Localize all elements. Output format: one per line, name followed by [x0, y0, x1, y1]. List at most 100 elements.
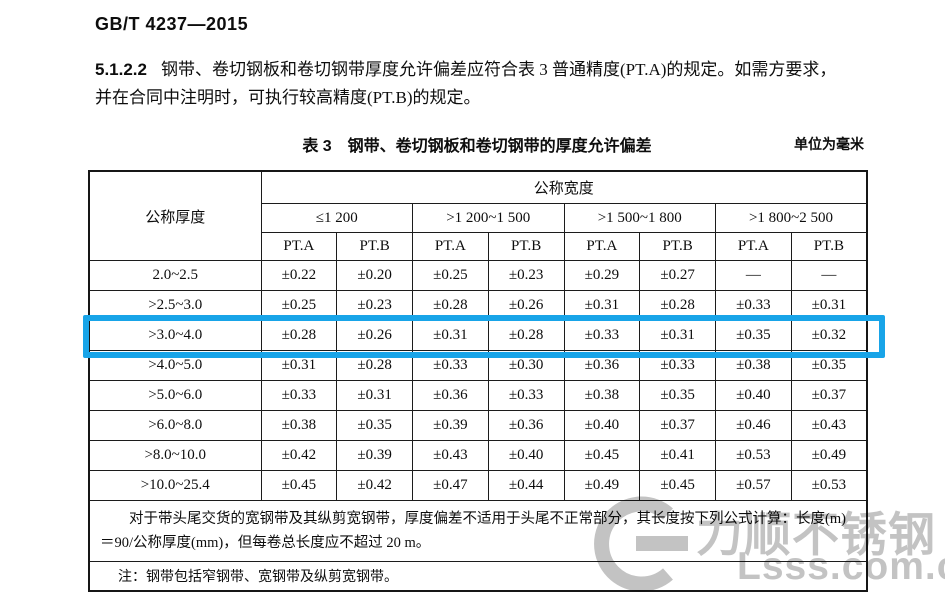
tolerance-cell: ±0.27 [639, 260, 716, 291]
table-row: >4.0~5.0 ±0.31 ±0.28 ±0.33 ±0.30 ±0.36 ±… [88, 350, 868, 381]
tolerance-cell: ±0.38 [715, 350, 792, 381]
tolerance-cell: ±0.43 [412, 440, 489, 471]
tolerance-cell: ±0.33 [487, 380, 565, 411]
tolerance-cell: ±0.53 [790, 470, 868, 501]
tolerance-cell: ±0.35 [336, 410, 413, 441]
tolerance-cell: ±0.36 [563, 350, 641, 381]
width-range-1: >1 200~1 500 [412, 203, 565, 233]
tolerance-cell: ±0.31 [563, 290, 641, 321]
thickness-cell: >4.0~5.0 [88, 350, 262, 381]
tolerance-cell: ±0.39 [412, 410, 489, 441]
pt-a-header: PT.A [563, 232, 641, 261]
tolerance-cell: ±0.33 [412, 350, 489, 381]
thickness-cell: >3.0~4.0 [88, 320, 262, 351]
table-unit-note: 单位为毫米 [794, 136, 864, 152]
tolerance-cell: ±0.36 [487, 410, 565, 441]
tolerance-cell: ±0.30 [487, 350, 565, 381]
thickness-cell: >10.0~25.4 [88, 470, 262, 501]
tolerance-cell: ±0.25 [260, 290, 338, 321]
tolerance-cell: ±0.35 [790, 350, 868, 381]
tolerance-cell: ±0.57 [715, 470, 792, 501]
table-row: >6.0~8.0 ±0.38 ±0.35 ±0.39 ±0.36 ±0.40 ±… [88, 410, 868, 441]
tolerance-cell: ±0.22 [260, 260, 338, 291]
tolerance-cell: ±0.23 [336, 290, 413, 321]
tolerance-cell: ±0.35 [715, 320, 792, 351]
tolerance-cell: ±0.45 [563, 440, 641, 471]
tolerance-cell: ±0.37 [639, 410, 716, 441]
pt-a-header: PT.A [260, 232, 338, 261]
table-row: >8.0~10.0 ±0.42 ±0.39 ±0.43 ±0.40 ±0.45 … [88, 440, 868, 471]
table-row: >5.0~6.0 ±0.33 ±0.31 ±0.36 ±0.33 ±0.38 ±… [88, 380, 868, 411]
tolerance-cell: ±0.38 [563, 380, 641, 411]
thickness-cell: 2.0~2.5 [88, 260, 262, 291]
tolerance-cell: ±0.31 [639, 320, 716, 351]
tolerance-table: 公称厚度 公称宽度 ≤1 200 >1 200~1 500 >1 500~1 8… [88, 170, 869, 592]
tolerance-cell: ±0.20 [336, 260, 413, 291]
tolerance-cell: — [790, 260, 868, 291]
tolerance-cell: ±0.40 [563, 410, 641, 441]
tolerance-cell: ±0.29 [563, 260, 641, 291]
tolerance-cell: ±0.32 [790, 320, 868, 351]
tolerance-cell: ±0.28 [639, 290, 716, 321]
tolerance-cell: ±0.33 [639, 350, 716, 381]
tolerance-cell: ±0.42 [336, 470, 413, 501]
clause-paragraph: 5.1.2.2 钢带、卷切钢板和卷切钢带厚度允许偏差应符合表 3 普通精度(PT.… [95, 56, 913, 112]
tolerance-cell: ±0.45 [639, 470, 716, 501]
pt-b-header: PT.B [336, 232, 413, 261]
table-caption-row: 表 3 钢带、卷切钢板和卷切钢带的厚度允许偏差 单位为毫米 [88, 132, 866, 156]
tolerance-cell: ±0.26 [487, 290, 565, 321]
tolerance-cell: ±0.33 [715, 290, 792, 321]
pt-b-header: PT.B [487, 232, 565, 261]
clause-text-line2: 并在合同中注明时，可执行较高精度(PT.B)的规定。 [95, 88, 481, 107]
table-row: 2.0~2.5 ±0.22 ±0.20 ±0.25 ±0.23 ±0.29 ±0… [88, 260, 868, 291]
tolerance-cell: ±0.28 [336, 350, 413, 381]
tolerance-cell: ±0.39 [336, 440, 413, 471]
table-note: 注：钢带包括窄钢带、宽钢带及纵剪宽钢带。 [88, 561, 868, 592]
tolerance-cell: ±0.33 [260, 380, 338, 411]
thickness-cell: >2.5~3.0 [88, 290, 262, 321]
tolerance-cell: ±0.31 [412, 320, 489, 351]
tolerance-cell: ±0.37 [790, 380, 868, 411]
thickness-cell: >5.0~6.0 [88, 380, 262, 411]
tolerance-cell: ±0.28 [487, 320, 565, 351]
col-header-width: 公称宽度 [260, 170, 868, 204]
tolerance-cell: ±0.53 [715, 440, 792, 471]
tolerance-cell: ±0.44 [487, 470, 565, 501]
pt-a-header: PT.A [715, 232, 792, 261]
table-footnote: 对于带头尾交货的宽钢带及其纵剪宽钢带，厚度偏差不适用于头尾不正常部分，其长度按下… [88, 500, 868, 562]
thickness-cell: >8.0~10.0 [88, 440, 262, 471]
tolerance-cell: ±0.45 [260, 470, 338, 501]
tolerance-cell: ±0.42 [260, 440, 338, 471]
col-header-thickness: 公称厚度 [88, 170, 262, 261]
pt-b-header: PT.B [639, 232, 716, 261]
tolerance-cell: ±0.49 [563, 470, 641, 501]
tolerance-cell: ±0.46 [715, 410, 792, 441]
tolerance-cell: ±0.28 [260, 320, 338, 351]
tolerance-cell: ±0.31 [260, 350, 338, 381]
tolerance-cell: ±0.40 [487, 440, 565, 471]
tolerance-cell: ±0.31 [336, 380, 413, 411]
standard-code: GB/T 4237—2015 [95, 14, 249, 34]
tolerance-cell: ±0.43 [790, 410, 868, 441]
tolerance-cell: ±0.40 [715, 380, 792, 411]
tolerance-cell: ±0.26 [336, 320, 413, 351]
table-row: >2.5~3.0 ±0.25 ±0.23 ±0.28 ±0.26 ±0.31 ±… [88, 290, 868, 321]
clause-text-line1: 钢带、卷切钢板和卷切钢带厚度允许偏差应符合表 3 普通精度(PT.A)的规定。如… [161, 60, 837, 79]
tolerance-cell: ±0.33 [563, 320, 641, 351]
tolerance-cell: ±0.23 [487, 260, 565, 291]
tolerance-cell: ±0.38 [260, 410, 338, 441]
tolerance-cell: ±0.25 [412, 260, 489, 291]
tolerance-cell: ±0.41 [639, 440, 716, 471]
width-range-2: >1 500~1 800 [563, 203, 716, 233]
table-row-highlighted: >3.0~4.0 ±0.28 ±0.26 ±0.31 ±0.28 ±0.33 ±… [88, 320, 868, 351]
tolerance-cell: ±0.49 [790, 440, 868, 471]
tolerance-cell: ±0.31 [790, 290, 868, 321]
clause-number: 5.1.2.2 [95, 60, 147, 79]
table-row: >10.0~25.4 ±0.45 ±0.42 ±0.47 ±0.44 ±0.49… [88, 470, 868, 501]
tolerance-cell: ±0.36 [412, 380, 489, 411]
pt-a-header: PT.A [412, 232, 489, 261]
tolerance-cell: ±0.47 [412, 470, 489, 501]
thickness-cell: >6.0~8.0 [88, 410, 262, 441]
width-range-0: ≤1 200 [260, 203, 413, 233]
tolerance-cell: — [715, 260, 792, 291]
